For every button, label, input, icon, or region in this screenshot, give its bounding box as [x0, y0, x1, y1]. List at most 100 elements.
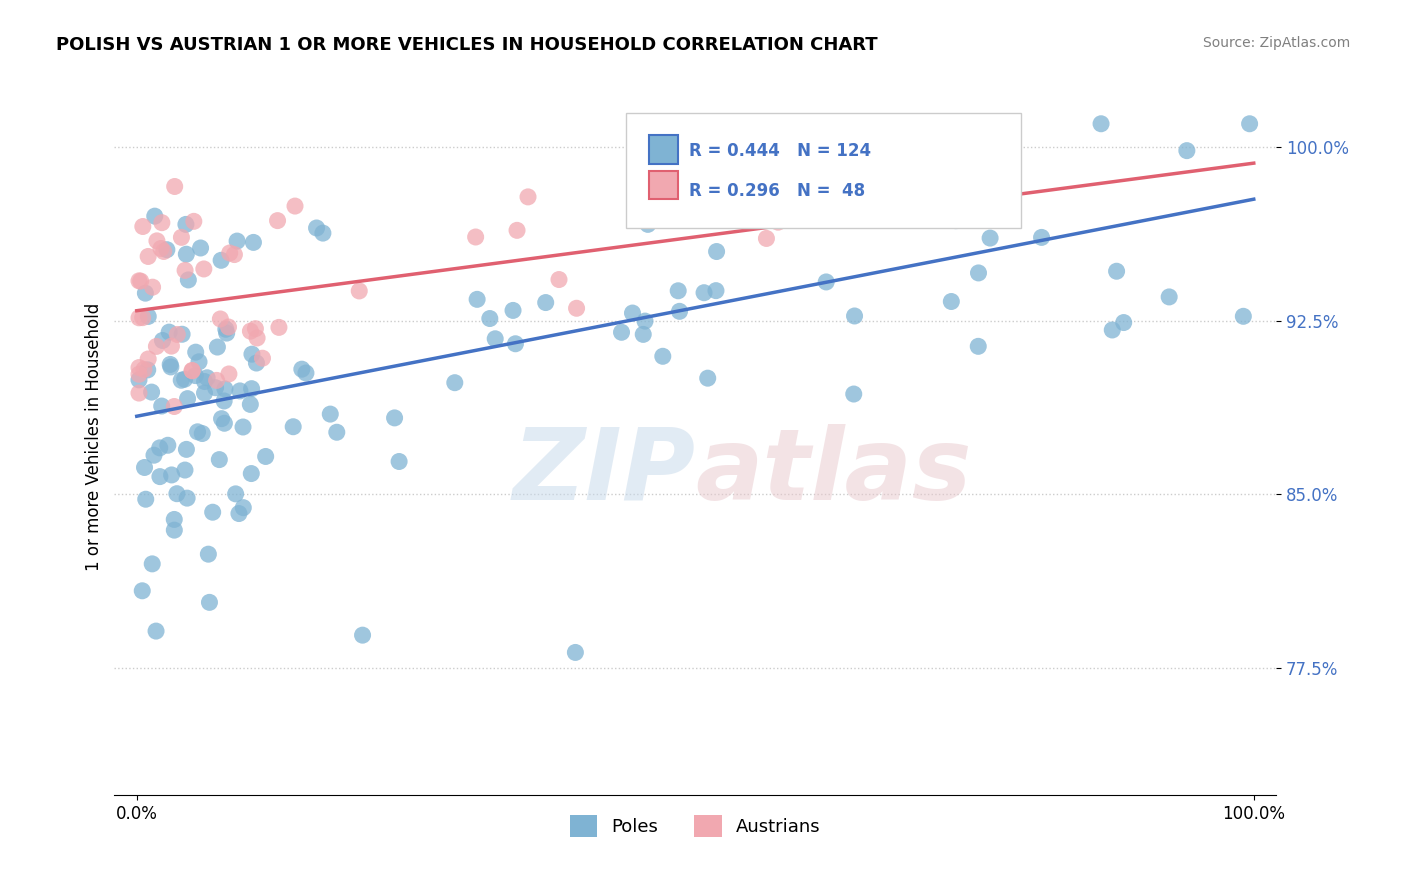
Poles	[209, 253, 232, 268]
Poles	[226, 234, 249, 248]
Austrians	[766, 215, 789, 229]
Poles	[145, 624, 167, 638]
Austrians	[246, 331, 269, 345]
Austrians	[464, 230, 486, 244]
Text: POLISH VS AUSTRIAN 1 OR MORE VEHICLES IN HOUSEHOLD CORRELATION CHART: POLISH VS AUSTRIAN 1 OR MORE VEHICLES IN…	[56, 36, 877, 54]
Austrians	[136, 351, 159, 366]
Austrians	[548, 272, 571, 286]
Poles	[945, 213, 967, 227]
Austrians	[193, 262, 215, 277]
Poles	[1112, 316, 1135, 330]
Poles	[211, 411, 233, 425]
Poles	[141, 385, 163, 400]
Poles	[291, 362, 314, 376]
Austrians	[183, 214, 205, 228]
Poles	[1101, 323, 1123, 337]
Poles	[842, 387, 865, 401]
Austrians	[218, 246, 240, 260]
Poles	[160, 467, 183, 482]
Austrians	[174, 263, 197, 277]
Austrians	[218, 367, 240, 381]
Poles	[1090, 117, 1112, 131]
Poles	[979, 231, 1001, 245]
Austrians	[267, 320, 290, 334]
Poles	[254, 450, 277, 464]
Poles	[668, 304, 690, 318]
Poles	[176, 491, 198, 505]
Poles	[484, 332, 506, 346]
Poles	[172, 327, 194, 342]
Austrians	[128, 386, 150, 401]
Poles	[240, 467, 263, 481]
Poles	[478, 311, 501, 326]
Poles	[212, 394, 235, 409]
Poles	[844, 309, 866, 323]
Poles	[152, 334, 174, 348]
FancyBboxPatch shape	[648, 135, 678, 163]
Poles	[1232, 310, 1254, 324]
Poles	[156, 243, 179, 257]
Poles	[184, 345, 207, 359]
Austrians	[506, 223, 529, 237]
Austrians	[163, 179, 186, 194]
Austrians	[170, 230, 193, 244]
Poles	[176, 392, 198, 406]
Austrians	[239, 324, 262, 338]
Text: R = 0.444   N = 124: R = 0.444 N = 124	[689, 142, 872, 160]
Poles	[1239, 117, 1261, 131]
Poles	[188, 355, 211, 369]
Poles	[232, 420, 254, 434]
Poles	[191, 426, 214, 441]
Austrians	[163, 400, 186, 414]
Poles	[193, 375, 215, 389]
Austrians	[349, 284, 371, 298]
Poles	[305, 221, 328, 235]
FancyBboxPatch shape	[626, 113, 1021, 228]
Poles	[135, 492, 157, 507]
Poles	[177, 273, 200, 287]
Austrians	[755, 231, 778, 245]
Austrians	[129, 274, 152, 288]
Poles	[621, 306, 644, 320]
Poles	[150, 399, 173, 413]
Austrians	[209, 312, 232, 326]
Text: Source: ZipAtlas.com: Source: ZipAtlas.com	[1202, 36, 1350, 50]
Poles	[214, 416, 236, 430]
Poles	[326, 425, 349, 440]
Poles	[134, 460, 156, 475]
Austrians	[146, 234, 169, 248]
Poles	[141, 557, 163, 571]
Austrians	[136, 250, 159, 264]
Poles	[176, 247, 198, 261]
Poles	[1159, 290, 1181, 304]
Text: atlas: atlas	[695, 424, 972, 521]
Austrians	[284, 199, 307, 213]
FancyBboxPatch shape	[648, 170, 678, 200]
Austrians	[181, 363, 204, 377]
Poles	[815, 275, 838, 289]
Poles	[637, 218, 659, 232]
Poles	[967, 266, 990, 280]
Austrians	[128, 274, 150, 288]
Poles	[631, 327, 654, 342]
Poles	[136, 310, 159, 324]
Poles	[879, 192, 901, 206]
Poles	[195, 370, 218, 384]
Poles	[193, 386, 215, 401]
Poles	[941, 294, 963, 309]
Poles	[229, 384, 252, 398]
Poles	[173, 372, 195, 386]
Poles	[242, 235, 264, 250]
Poles	[207, 340, 229, 354]
Poles	[198, 595, 221, 609]
Poles	[245, 356, 267, 370]
Poles	[845, 117, 868, 131]
Poles	[157, 325, 180, 339]
Austrians	[245, 321, 267, 335]
Poles	[239, 397, 262, 411]
Poles	[187, 425, 209, 439]
Austrians	[181, 364, 204, 378]
Poles	[1175, 144, 1198, 158]
Poles	[201, 505, 224, 519]
Poles	[651, 349, 673, 363]
